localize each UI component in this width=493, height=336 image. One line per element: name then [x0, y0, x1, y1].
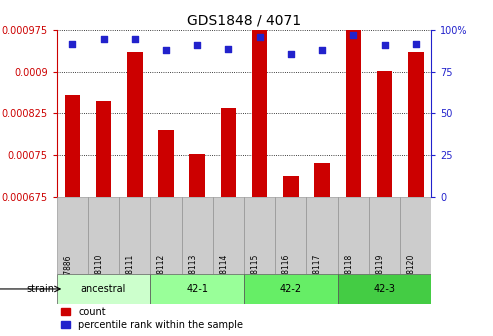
- Bar: [57, 197, 88, 274]
- Text: GSM8117: GSM8117: [313, 254, 322, 291]
- Text: GSM8116: GSM8116: [282, 254, 291, 291]
- Text: GSM8119: GSM8119: [376, 254, 385, 291]
- Bar: [275, 197, 307, 274]
- Text: GSM7886: GSM7886: [63, 254, 72, 291]
- Bar: [338, 197, 369, 274]
- Point: [256, 34, 264, 40]
- Point: [193, 43, 201, 48]
- Point: [162, 47, 170, 53]
- Bar: [369, 197, 400, 274]
- Bar: [150, 274, 244, 304]
- Text: GSM8110: GSM8110: [95, 254, 104, 291]
- Legend: count, percentile rank within the sample: count, percentile rank within the sample: [57, 303, 247, 334]
- Text: GSM8118: GSM8118: [344, 254, 353, 290]
- Bar: [346, 30, 361, 197]
- Point: [100, 36, 107, 41]
- Bar: [244, 197, 275, 274]
- Point: [131, 36, 139, 41]
- Bar: [181, 197, 213, 274]
- Point: [412, 41, 420, 46]
- Point: [350, 33, 357, 38]
- Text: GSM8114: GSM8114: [219, 254, 228, 291]
- Bar: [315, 163, 330, 197]
- Text: GSM8111: GSM8111: [126, 254, 135, 290]
- Bar: [158, 130, 174, 197]
- Bar: [119, 197, 150, 274]
- Bar: [244, 274, 338, 304]
- Text: ancestral: ancestral: [81, 284, 126, 294]
- Bar: [88, 197, 119, 274]
- Point: [69, 41, 76, 46]
- Text: GSM8113: GSM8113: [188, 254, 197, 291]
- Point: [381, 43, 388, 48]
- Bar: [400, 197, 431, 274]
- Bar: [150, 197, 181, 274]
- Title: GDS1848 / 4071: GDS1848 / 4071: [187, 14, 301, 28]
- Bar: [408, 52, 423, 197]
- Bar: [338, 274, 431, 304]
- Bar: [65, 95, 80, 197]
- Text: GSM8112: GSM8112: [157, 254, 166, 290]
- Text: 42-3: 42-3: [374, 284, 395, 294]
- Point: [224, 46, 232, 51]
- Bar: [189, 154, 205, 197]
- Point: [318, 47, 326, 53]
- Bar: [377, 71, 392, 197]
- Text: GSM8120: GSM8120: [407, 254, 416, 291]
- Bar: [283, 176, 299, 197]
- Bar: [213, 197, 244, 274]
- Bar: [307, 197, 338, 274]
- Text: 42-2: 42-2: [280, 284, 302, 294]
- Text: strain: strain: [26, 284, 54, 294]
- Text: GSM8115: GSM8115: [250, 254, 260, 291]
- Bar: [57, 274, 150, 304]
- Bar: [252, 30, 267, 197]
- Bar: [221, 108, 236, 197]
- Bar: [127, 52, 142, 197]
- Text: 42-1: 42-1: [186, 284, 208, 294]
- Point: [287, 51, 295, 56]
- Bar: [96, 101, 111, 197]
